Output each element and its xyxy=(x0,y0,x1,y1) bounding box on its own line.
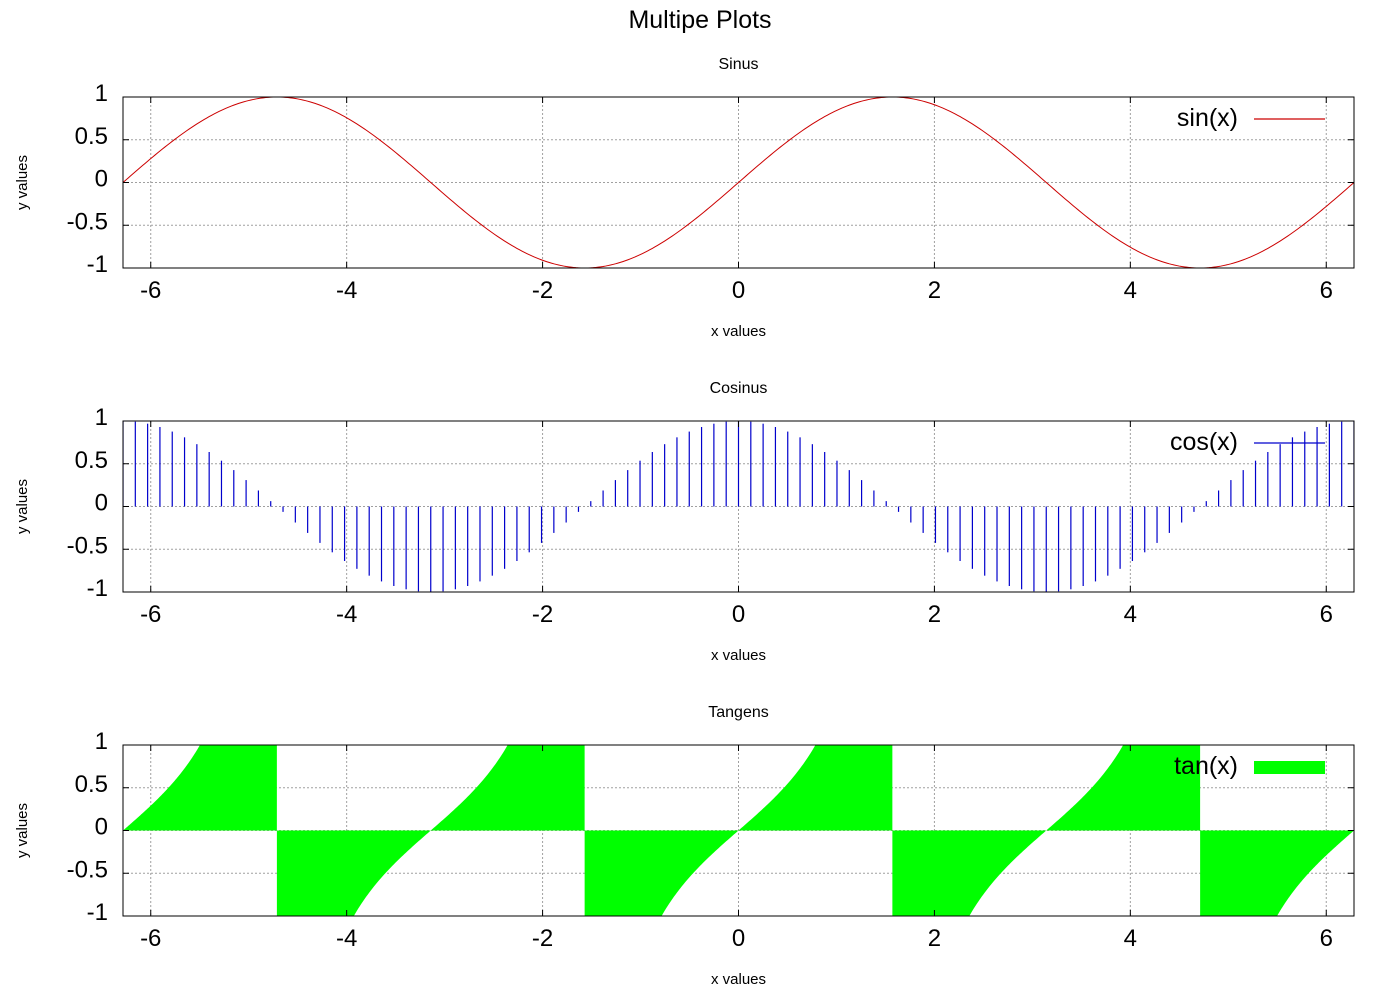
x-tick-label: 0 xyxy=(732,277,745,304)
y-tick-label: 0 xyxy=(95,814,108,841)
tan-fill-segment xyxy=(276,745,585,916)
y-tick-label: -0.5 xyxy=(67,208,108,235)
y-tick-label: 1 xyxy=(95,728,108,755)
x-tick-label: 4 xyxy=(1124,601,1137,628)
tan-fill-segment xyxy=(892,745,1201,916)
x-tick-label: 6 xyxy=(1320,925,1333,952)
y-axis-label: y values xyxy=(14,479,31,534)
figure-title: Multipe Plots xyxy=(628,6,772,34)
x-tick-label: -4 xyxy=(336,601,357,628)
chart-title: Cosinus xyxy=(710,380,768,397)
y-tick-label: -0.5 xyxy=(67,532,108,559)
x-tick-label: -6 xyxy=(140,925,161,952)
tan-fill-segment xyxy=(584,745,893,916)
chart-panel-cos: Cosinus -6 -4 -2 0 2 4 6 -1 -0.5 0 0.5 1 x values y va… xyxy=(14,380,1355,664)
y-tick-label: -0.5 xyxy=(67,856,108,883)
legend-label: cos(x) xyxy=(1170,428,1238,456)
x-tick-label: -6 xyxy=(140,601,161,628)
tan-fill-segment xyxy=(123,745,277,831)
x-tick-label: 2 xyxy=(928,925,941,952)
x-tick-label: -6 xyxy=(140,277,161,304)
x-tick-label: -2 xyxy=(532,925,553,952)
chart-title: Sinus xyxy=(718,56,758,73)
legend-label: sin(x) xyxy=(1177,104,1238,132)
x-tick-label: 0 xyxy=(732,601,745,628)
x-axis-label: x values xyxy=(711,323,766,340)
series-tan xyxy=(123,745,1354,916)
tan-fill-segment xyxy=(1200,830,1354,916)
chart-panel-tan: Tangens -6 -4 -2 0 2 4 6 -1 -0.5 0 0.5 1 x values y va… xyxy=(14,704,1355,988)
x-tick-label: -4 xyxy=(336,277,357,304)
y-tick-label: 1 xyxy=(95,404,108,431)
x-tick-label: -2 xyxy=(532,277,553,304)
sin-line xyxy=(123,97,1354,268)
y-axis-label: y values xyxy=(14,155,31,210)
y-tick-label: 0 xyxy=(95,166,108,193)
x-tick-label: -4 xyxy=(336,925,357,952)
y-tick-label: 0.5 xyxy=(75,123,108,150)
x-tick-label: 0 xyxy=(732,925,745,952)
y-tick-label: 0.5 xyxy=(75,771,108,798)
x-axis-label: x values xyxy=(711,647,766,664)
y-axis-label: y values xyxy=(14,803,31,858)
series-cos xyxy=(123,421,1354,592)
legend-swatch xyxy=(1254,761,1325,774)
chart-title: Tangens xyxy=(708,704,769,721)
y-tick-label: -1 xyxy=(87,575,108,602)
y-tick-label: -1 xyxy=(87,251,108,278)
x-axis-label: x values xyxy=(711,971,766,988)
y-tick-label: 0 xyxy=(95,490,108,517)
x-tick-label: 6 xyxy=(1320,601,1333,628)
y-tick-label: 0.5 xyxy=(75,447,108,474)
y-tick-label: -1 xyxy=(87,899,108,926)
chart-panel-sin: Sinus -6 -4 -2 0 2 4 6 -1 -0.5 0 0.5 1 x values y valu… xyxy=(14,56,1355,340)
x-tick-label: 2 xyxy=(928,601,941,628)
legend-label: tan(x) xyxy=(1174,752,1238,780)
x-tick-label: 4 xyxy=(1124,277,1137,304)
x-tick-label: 6 xyxy=(1320,277,1333,304)
series-sin xyxy=(123,97,1354,268)
x-tick-label: 4 xyxy=(1124,925,1137,952)
x-tick-label: 2 xyxy=(928,277,941,304)
x-tick-label: -2 xyxy=(532,601,553,628)
y-tick-label: 1 xyxy=(95,80,108,107)
